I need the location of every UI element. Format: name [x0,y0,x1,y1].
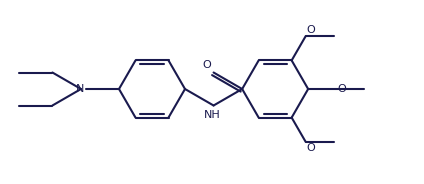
Text: O: O [203,61,212,70]
Text: O: O [307,143,315,153]
Text: O: O [337,84,346,94]
Text: O: O [307,25,315,35]
Text: N: N [75,84,84,94]
Text: NH: NH [204,109,221,119]
